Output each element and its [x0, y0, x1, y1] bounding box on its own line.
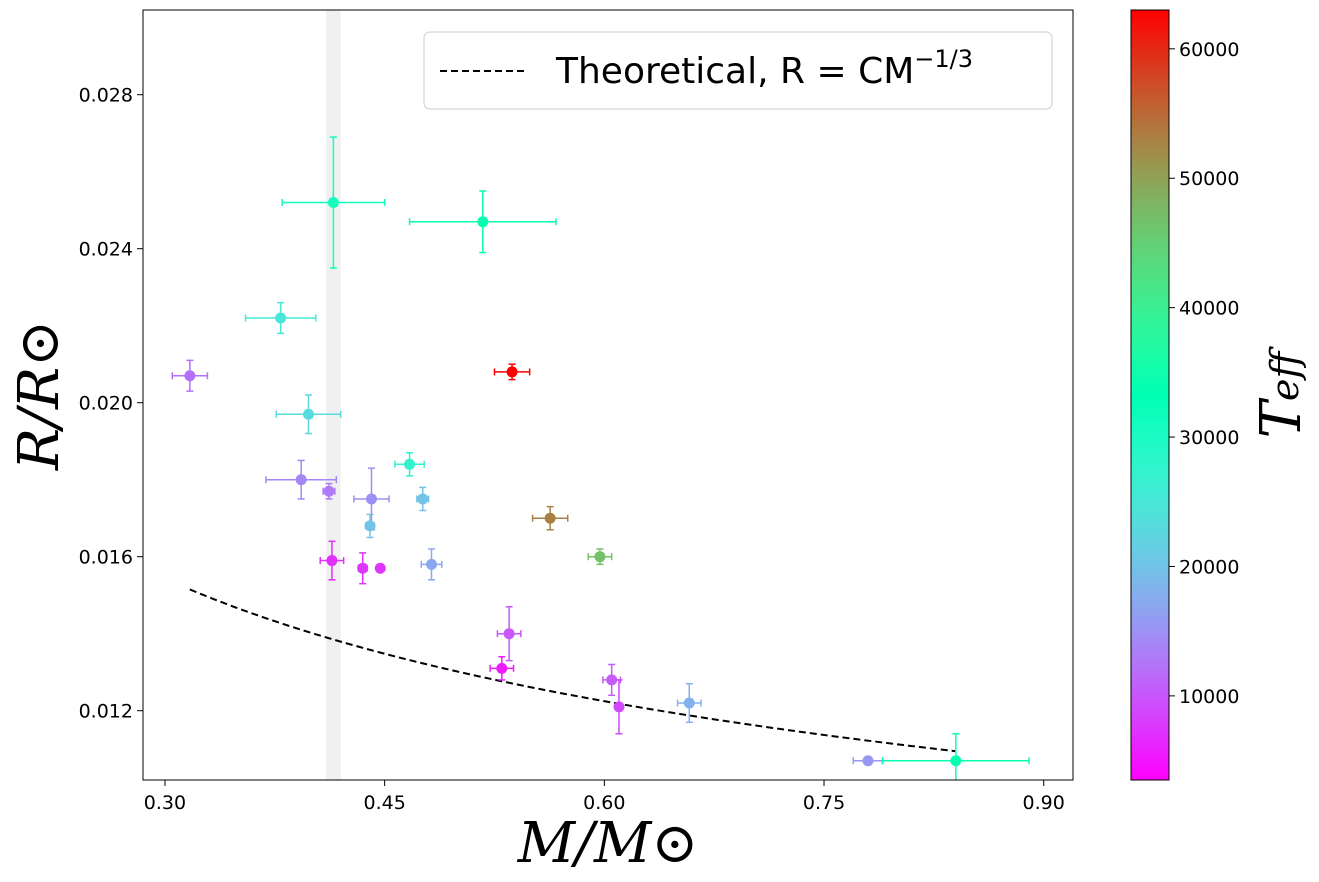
data-point-marker [862, 755, 874, 767]
data-point [881, 733, 1030, 780]
colorbar-tick-label: 10000 [1179, 686, 1239, 708]
data-point [496, 606, 522, 662]
colorbar: 10000 20000 30000 40000 50000 60000 Teff [1130, 9, 1314, 781]
colorbar-bar [1130, 9, 1170, 781]
plot-frame [142, 9, 1074, 781]
y-tick-label: 0.028 [79, 85, 133, 107]
data-point-marker [184, 370, 196, 382]
data-point [275, 394, 342, 435]
plot-area [143, 10, 1073, 780]
data-point-marker [477, 216, 489, 228]
data-point-marker [606, 674, 618, 686]
data-point-marker [365, 493, 377, 505]
theoretical-curve-layer [189, 588, 956, 753]
data-point [281, 136, 386, 269]
shaded-band [326, 10, 341, 780]
data-point [394, 452, 425, 477]
data-point-marker [302, 408, 314, 420]
data-point [408, 190, 557, 254]
data-point [587, 548, 613, 566]
data-point [374, 562, 386, 574]
y-axis-ticks: 0.012 0.016 0.020 0.024 0.028 [79, 85, 143, 723]
legend: Theoretical, R = CM−1/3 [423, 31, 1053, 110]
data-point-marker [417, 493, 429, 505]
data-point [357, 552, 369, 585]
x-tick-label: 0.90 [1023, 792, 1065, 814]
data-point [420, 548, 443, 581]
data-point-marker [326, 555, 338, 567]
y-tick-label: 0.020 [79, 393, 133, 415]
x-axis-ticks: 0.30 0.45 0.60 0.75 0.90 [144, 780, 1065, 814]
data-point-marker [357, 562, 369, 574]
y-axis-label: R/R⊙ [7, 320, 72, 471]
data-point-marker [327, 197, 339, 208]
data-points-layer [171, 136, 1030, 780]
data-point [265, 459, 338, 500]
x-tick-label: 0.30 [144, 792, 186, 814]
data-point-marker [613, 701, 625, 713]
data-point [364, 513, 376, 539]
x-axis-label: M/M⊙ [517, 811, 698, 876]
data-point [493, 363, 531, 381]
data-point [489, 656, 515, 681]
x-tick-label: 0.45 [363, 792, 405, 814]
shaded-band-layer [326, 10, 341, 780]
legend-exponent: −1/3 [914, 45, 973, 73]
data-point-marker [364, 520, 376, 532]
colorbar-tick-label: 20000 [1179, 556, 1239, 578]
data-point-marker [496, 662, 508, 674]
data-point [244, 301, 317, 335]
colorbar-tick-label: 60000 [1179, 39, 1239, 61]
data-point-marker [323, 485, 335, 497]
colorbar-ticks: 10000 20000 30000 40000 50000 60000 [1169, 39, 1239, 708]
y-tick-label: 0.024 [79, 239, 133, 261]
data-point [676, 683, 702, 723]
data-point-marker [426, 558, 438, 570]
x-tick-label: 0.75 [803, 792, 845, 814]
colorbar-tick-label: 50000 [1179, 168, 1239, 190]
data-point-marker [506, 366, 518, 378]
data-point-marker [683, 697, 695, 709]
data-point-marker [295, 474, 307, 486]
data-point-marker [275, 312, 287, 324]
data-point [322, 482, 336, 500]
data-point-marker [950, 755, 962, 767]
data-point [531, 505, 569, 531]
data-point-marker [544, 512, 556, 524]
data-point-marker [404, 458, 416, 470]
data-point [319, 540, 345, 581]
x-tick-label: 0.60 [583, 792, 625, 814]
theoretical-curve [189, 588, 956, 753]
data-point [613, 679, 625, 735]
data-point-marker [503, 628, 515, 640]
legend-box [423, 31, 1053, 110]
data-point [416, 486, 430, 512]
colorbar-label-subscript: eff [1263, 346, 1307, 401]
y-tick-label: 0.012 [79, 701, 133, 723]
data-point-marker [594, 551, 606, 563]
colorbar-tick-label: 40000 [1179, 298, 1239, 320]
colorbar-tick-label: 30000 [1179, 427, 1239, 449]
y-tick-label: 0.016 [79, 547, 133, 569]
data-point-marker [374, 562, 386, 574]
legend-label: Theoretical, R = CM−1/3 [555, 45, 973, 92]
data-point [171, 359, 209, 392]
colorbar-label: Teff [1249, 346, 1314, 439]
